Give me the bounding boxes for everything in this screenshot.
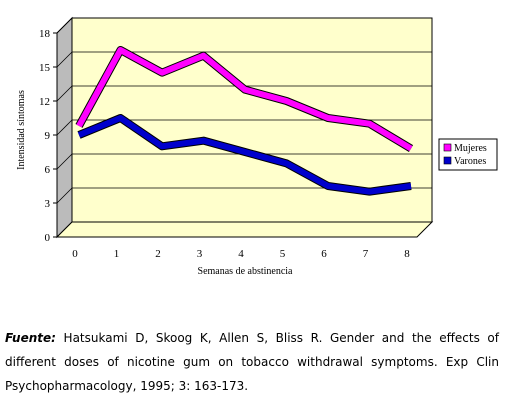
caption-label: Fuente: — [5, 331, 56, 345]
gridline-side — [56, 51, 73, 68]
gridlines — [56, 17, 432, 204]
x-axis-ticks: 0 1 2 3 4 5 6 7 8 — [72, 248, 410, 260]
series-group — [75, 46, 414, 196]
legend-swatch-mujeres — [443, 143, 452, 152]
y-axis-label: Intensidad síntomas — [16, 90, 27, 170]
gridline-side — [56, 17, 73, 34]
y-axis-ticks: 0 3 6 9 12 15 18 — [39, 28, 57, 244]
source-caption: Fuente: Hatsukami D, Skoog K, Allen S, B… — [5, 326, 499, 398]
x-tick-label: 1 — [114, 248, 120, 260]
x-tick-label: 6 — [321, 248, 327, 260]
gridline-side — [56, 85, 73, 102]
y-tick-label: 12 — [39, 96, 50, 108]
gridline-side — [56, 153, 73, 170]
x-tick-label: 4 — [238, 248, 244, 260]
legend-swatch-varones — [443, 156, 452, 165]
legend: Mujeres Varones — [438, 138, 498, 171]
x-tick-label: 3 — [197, 248, 203, 260]
x-tick-label: 7 — [363, 248, 369, 260]
gridline-side — [56, 119, 73, 136]
y-tick-label: 18 — [39, 28, 51, 40]
legend-label-mujeres: Mujeres — [454, 143, 487, 154]
y-tick-label: 3 — [45, 198, 51, 210]
caption-text: Hatsukami D, Skoog K, Allen S, Bliss R. … — [5, 331, 499, 393]
y-tick-label: 0 — [45, 232, 51, 244]
y-tick-label: 9 — [45, 130, 51, 142]
x-tick-label: 0 — [72, 248, 78, 260]
gridline-side — [56, 187, 73, 204]
x-tick-label: 5 — [280, 248, 286, 260]
x-tick-label: 2 — [155, 248, 161, 260]
legend-label-varones: Varones — [454, 156, 486, 167]
y-tick-label: 15 — [39, 62, 51, 74]
x-axis-label: Semanas de abstinencia — [198, 266, 294, 277]
plot-floor — [55, 221, 434, 238]
x-tick-label: 8 — [404, 248, 410, 260]
y-tick-label: 6 — [45, 164, 51, 176]
